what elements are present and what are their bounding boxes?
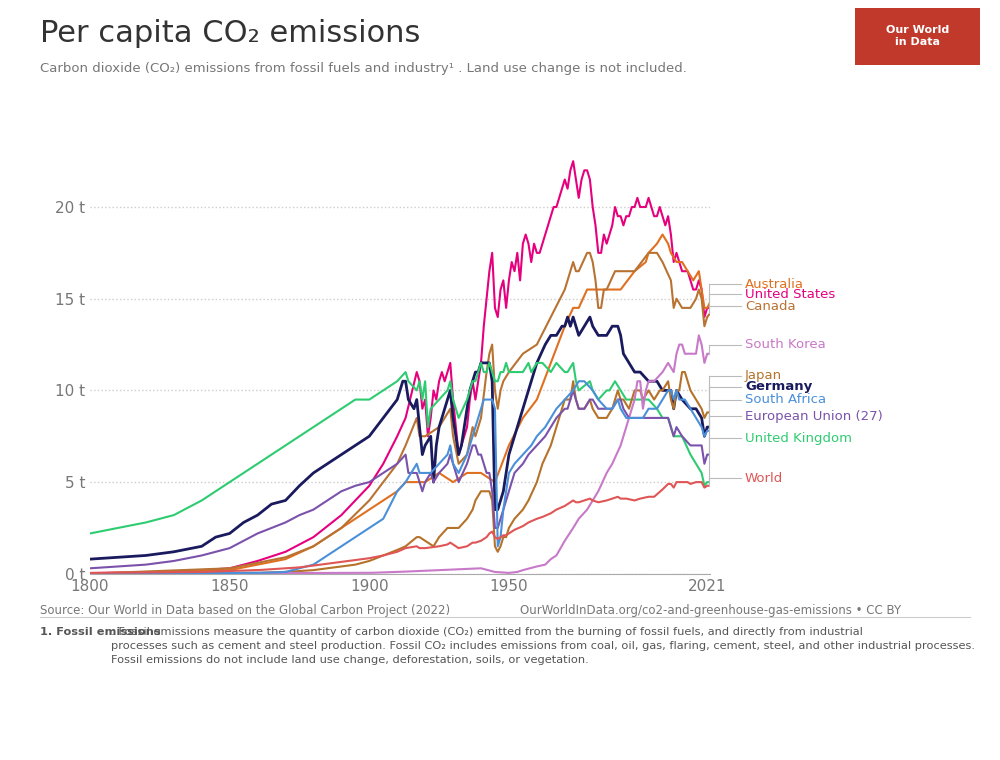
Text: Germany: Germany	[745, 380, 812, 393]
Text: European Union (27): European Union (27)	[745, 410, 883, 423]
Text: 1. Fossil emissions: 1. Fossil emissions	[40, 627, 161, 637]
Text: Australia: Australia	[745, 277, 804, 290]
Text: United States: United States	[745, 287, 835, 301]
Text: Carbon dioxide (CO₂) emissions from fossil fuels and industry¹ . Land use change: Carbon dioxide (CO₂) emissions from foss…	[40, 62, 687, 75]
Text: Japan: Japan	[745, 369, 782, 382]
Text: OurWorldInData.org/co2-and-greenhouse-gas-emissions • CC BY: OurWorldInData.org/co2-and-greenhouse-ga…	[520, 604, 901, 617]
Text: World: World	[745, 472, 783, 485]
Text: Per capita CO₂ emissions: Per capita CO₂ emissions	[40, 19, 420, 48]
Text: United Kingdom: United Kingdom	[745, 432, 852, 445]
Text: South Africa: South Africa	[745, 393, 826, 406]
Text: South Korea: South Korea	[745, 338, 826, 351]
Text: Canada: Canada	[745, 299, 796, 312]
Text: : Fossil emissions measure the quantity of carbon dioxide (CO₂) emitted from the: : Fossil emissions measure the quantity …	[111, 627, 975, 665]
Text: Source: Our World in Data based on the Global Carbon Project (2022): Source: Our World in Data based on the G…	[40, 604, 450, 617]
Text: Our World
in Data: Our World in Data	[886, 25, 949, 47]
